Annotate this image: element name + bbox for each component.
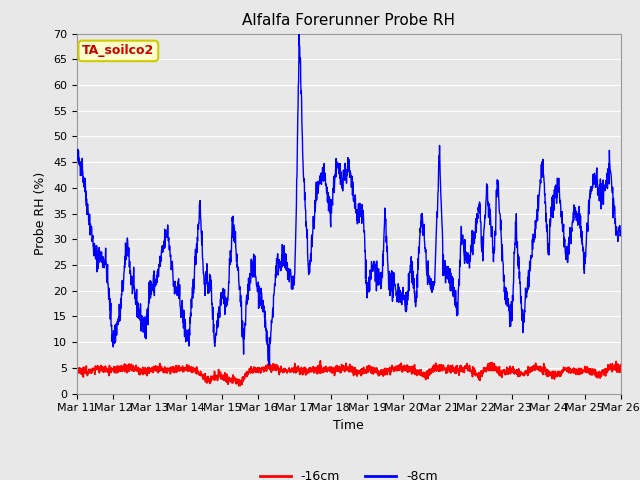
Text: TA_soilco2: TA_soilco2 — [82, 44, 154, 58]
X-axis label: Time: Time — [333, 419, 364, 432]
Title: Alfalfa Forerunner Probe RH: Alfalfa Forerunner Probe RH — [243, 13, 455, 28]
Legend: -16cm, -8cm: -16cm, -8cm — [255, 465, 443, 480]
Y-axis label: Probe RH (%): Probe RH (%) — [35, 172, 47, 255]
